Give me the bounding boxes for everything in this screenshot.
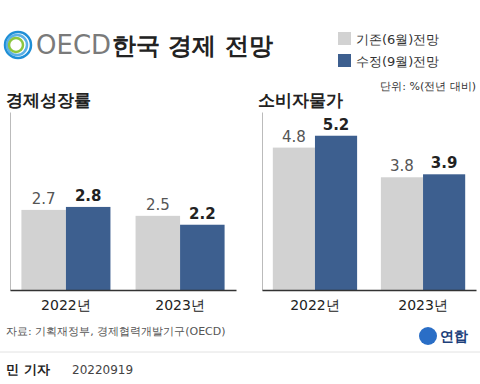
title: 한국 경제 전망 [112, 32, 273, 60]
baseline [263, 290, 477, 292]
data-label: 3.8 [390, 157, 414, 175]
bar-chart: 소비자물가 4.8 3.8 5.2 3.9 2022년 2023년 [258, 90, 477, 313]
footer-rule [0, 352, 480, 353]
data-label: 2.7 [32, 190, 56, 208]
x-tick-label: 2023년 [155, 297, 205, 313]
unit-note: 단위: %(전년 대비) [380, 80, 476, 93]
legend-label: 수정(9월)전망 [356, 54, 439, 69]
baseline [11, 290, 237, 292]
agency-logo: 연합 [419, 327, 468, 345]
bar [136, 216, 181, 290]
y-axis-line [262, 113, 263, 291]
oecd-logo-mark [5, 32, 31, 58]
data-label: 4.8 [282, 128, 306, 146]
logo-ring [7, 35, 27, 55]
data-label: 3.9 [431, 154, 458, 172]
y-axis [262, 113, 263, 291]
data-label: 5.2 [323, 116, 350, 134]
x-axis: 2022년 2023년 [11, 290, 237, 313]
source-note: 자료: 기획재정부, 경제협력개발기구(OECD) [6, 325, 226, 338]
y-axis-line [10, 113, 11, 291]
data-label: 2.5 [146, 196, 170, 214]
plot-area [273, 136, 465, 290]
bar [66, 207, 111, 290]
x-tick: 2022년 [290, 290, 340, 313]
logo-circle [419, 327, 437, 345]
bar-chart: 경제성장률 2.7 2.5 2.8 2.2 2022년 2023년 [6, 90, 237, 313]
bar [273, 148, 315, 290]
logo-text: 연합 [440, 328, 468, 344]
x-tick: 2022년 [41, 290, 91, 313]
x-tick-label: 2022년 [41, 297, 91, 313]
bar [423, 174, 465, 290]
legend-swatch [338, 32, 351, 45]
x-tick: 2023년 [155, 290, 205, 313]
y-axis [10, 113, 11, 291]
data-label: 2.8 [75, 187, 102, 205]
infographic: OECD한국 경제 전망단위: %(전년 대비) 경제성장률 2.7 2.5 2.8 2.… [0, 0, 480, 384]
bar [315, 136, 357, 290]
x-tick-label: 2022년 [290, 297, 340, 313]
logo-ring [9, 38, 23, 52]
x-tick-label: 2023년 [398, 297, 448, 313]
legend-swatch [338, 54, 351, 67]
legend-label: 기존(6월)전망 [356, 32, 439, 47]
bar [180, 225, 225, 290]
bar [21, 210, 66, 290]
background [0, 0, 480, 384]
x-tick: 2023년 [398, 290, 448, 313]
chart-title: 소비자물가 [258, 90, 343, 110]
date: 20220919 [72, 363, 133, 377]
chart-title: 경제성장률 [6, 90, 91, 110]
data-label: 2.2 [189, 205, 216, 223]
bar [381, 177, 423, 290]
org-name: OECD [36, 30, 111, 60]
byline: 민 기자 [6, 362, 50, 377]
logo-ring [5, 32, 31, 58]
legend: 기존(6월)전망수정(9월)전망 [338, 32, 439, 69]
x-axis: 2022년 2023년 [263, 290, 477, 313]
